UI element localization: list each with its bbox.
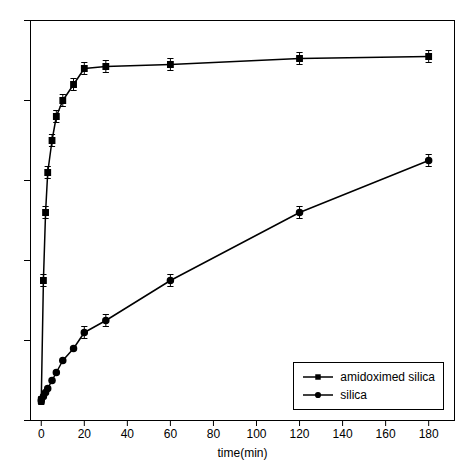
svg-text:160: 160 (376, 427, 396, 441)
html-text:silica: silica (340, 388, 367, 402)
svg-text:20: 20 (78, 427, 92, 441)
svg-text:0: 0 (38, 427, 45, 441)
svg-text:180: 180 (419, 427, 439, 441)
svg-text:40: 40 (121, 427, 135, 441)
html-text:amidoximed silica: amidoximed silica (340, 370, 435, 384)
svg-text:time(min): time(min) (218, 446, 268, 460)
svg-text:140: 140 (333, 427, 353, 441)
svg-text:120: 120 (290, 427, 310, 441)
svg-text:60: 60 (164, 427, 178, 441)
svg-text:100: 100 (246, 427, 266, 441)
svg-text:80: 80 (207, 427, 221, 441)
